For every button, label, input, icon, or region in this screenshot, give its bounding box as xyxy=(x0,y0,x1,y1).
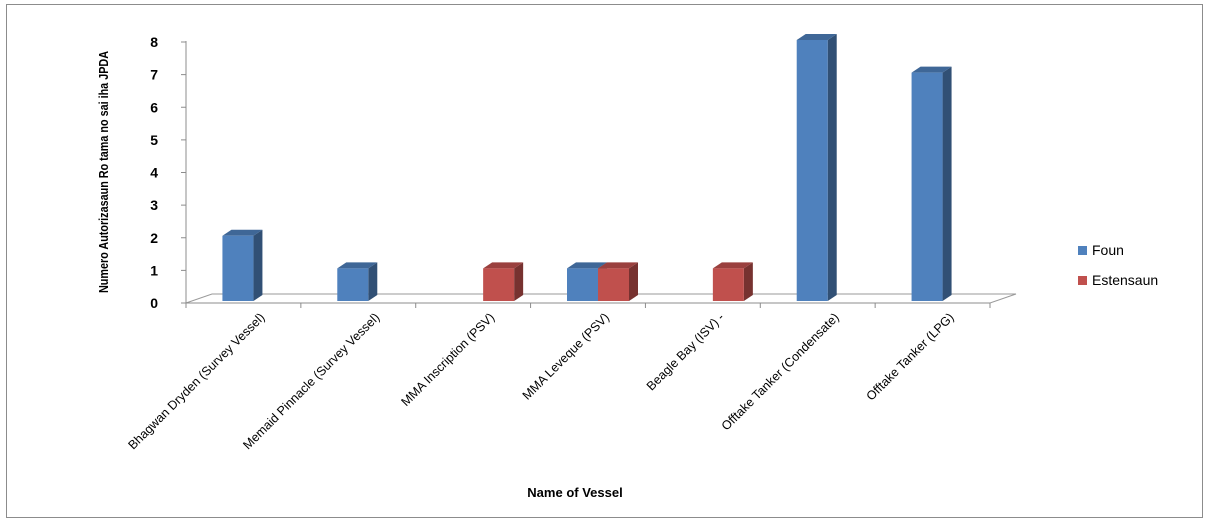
y-axis-title: Numero Autorizasaun Ro tama no sai iha J… xyxy=(96,50,111,293)
bar-foun-0 xyxy=(222,229,263,301)
bar-top xyxy=(337,262,378,269)
bar-top xyxy=(598,262,638,269)
bar-side xyxy=(253,229,263,301)
legend-item-foun: Foun xyxy=(1078,242,1124,258)
bar-top xyxy=(222,229,263,236)
y-tick-label: 3 xyxy=(150,197,158,213)
bar-side xyxy=(743,262,753,301)
bar-front xyxy=(222,235,254,301)
y-tick-label: 1 xyxy=(150,262,158,278)
bar-side xyxy=(629,262,638,301)
bars xyxy=(222,34,952,301)
x-category-label: MMA Inscription (PSV) xyxy=(398,310,497,409)
y-tick-label: 8 xyxy=(150,34,158,50)
bar-front xyxy=(911,72,943,301)
x-category-label: MMA Leveque (PSV) xyxy=(520,310,612,402)
bar-top xyxy=(483,262,524,269)
bar-side xyxy=(514,262,524,301)
bar-estensaun-2 xyxy=(483,262,524,301)
y-tick-label: 6 xyxy=(150,99,158,115)
x-category-label: Offtake Tanker (Condensate) xyxy=(719,310,842,433)
y-tick-label: 4 xyxy=(150,165,158,181)
x-category-label: Beagle Bay (ISV) - xyxy=(644,310,727,393)
bar-side xyxy=(368,262,378,301)
y-tick-label: 0 xyxy=(150,295,158,311)
bar-estensaun-4 xyxy=(712,262,753,301)
x-category-label: Offtake Tanker (LPG) xyxy=(864,310,957,403)
chart-frame xyxy=(6,4,1203,518)
bar-front xyxy=(567,268,598,301)
y-tick-label: 5 xyxy=(150,132,158,148)
bar-front xyxy=(712,268,744,301)
bar-estensaun-3 xyxy=(598,262,638,301)
bar-side xyxy=(942,66,952,301)
bar-top xyxy=(712,262,753,269)
bar-side xyxy=(827,34,837,301)
y-tick-label: 7 xyxy=(150,67,158,83)
legend-swatch xyxy=(1078,246,1087,255)
bar-foun-5 xyxy=(796,34,837,301)
bar-front xyxy=(337,268,369,301)
x-category-label: Memaid Pinnacle (Survey Vessel) xyxy=(240,310,382,452)
y-tick-label: 2 xyxy=(150,230,158,246)
bar-front xyxy=(483,268,515,301)
bar-foun-1 xyxy=(337,262,378,301)
bar-front xyxy=(598,268,629,301)
x-category-label: Bhagwan Dryden (Survey Vessel) xyxy=(125,310,267,452)
bar-top xyxy=(796,34,837,40)
legend-swatch xyxy=(1078,276,1087,285)
bar-top xyxy=(567,262,607,269)
x-axis-title: Name of Vessel xyxy=(527,485,622,500)
legend-label: Foun xyxy=(1092,242,1124,258)
bar-top xyxy=(911,66,952,73)
bar-front xyxy=(796,40,828,301)
legend-item-estensaun: Estensaun xyxy=(1078,272,1158,288)
legend: Foun Estensaun xyxy=(1078,242,1158,288)
bar-foun-6 xyxy=(911,66,952,301)
legend-label: Estensaun xyxy=(1092,272,1158,288)
